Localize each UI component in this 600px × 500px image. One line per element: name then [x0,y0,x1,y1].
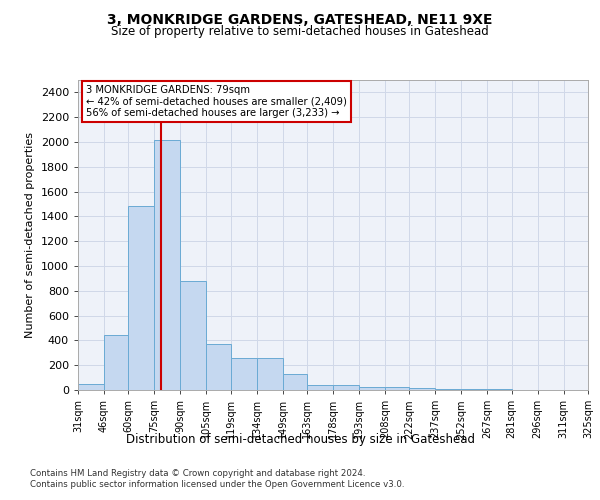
Text: Contains HM Land Registry data © Crown copyright and database right 2024.: Contains HM Land Registry data © Crown c… [30,469,365,478]
Bar [78,384,104,390]
Bar [409,388,436,390]
Text: 3, MONKRIDGE GARDENS, GATESHEAD, NE11 9XE: 3, MONKRIDGE GARDENS, GATESHEAD, NE11 9X… [107,12,493,26]
Bar [333,385,359,390]
Bar [385,388,409,390]
Bar [104,336,128,390]
Bar [436,389,461,390]
Bar [128,206,154,390]
Bar [307,385,333,390]
Bar [206,344,230,390]
Text: Contains public sector information licensed under the Open Government Licence v3: Contains public sector information licen… [30,480,404,489]
Bar [154,140,181,390]
Text: Size of property relative to semi-detached houses in Gateshead: Size of property relative to semi-detach… [111,25,489,38]
Bar [359,386,385,390]
Bar [181,281,206,390]
Bar [230,358,257,390]
Bar [283,374,307,390]
Bar [257,358,283,390]
Y-axis label: Number of semi-detached properties: Number of semi-detached properties [25,132,35,338]
Text: 3 MONKRIDGE GARDENS: 79sqm
← 42% of semi-detached houses are smaller (2,409)
56%: 3 MONKRIDGE GARDENS: 79sqm ← 42% of semi… [86,84,347,118]
Text: Distribution of semi-detached houses by size in Gateshead: Distribution of semi-detached houses by … [125,432,475,446]
